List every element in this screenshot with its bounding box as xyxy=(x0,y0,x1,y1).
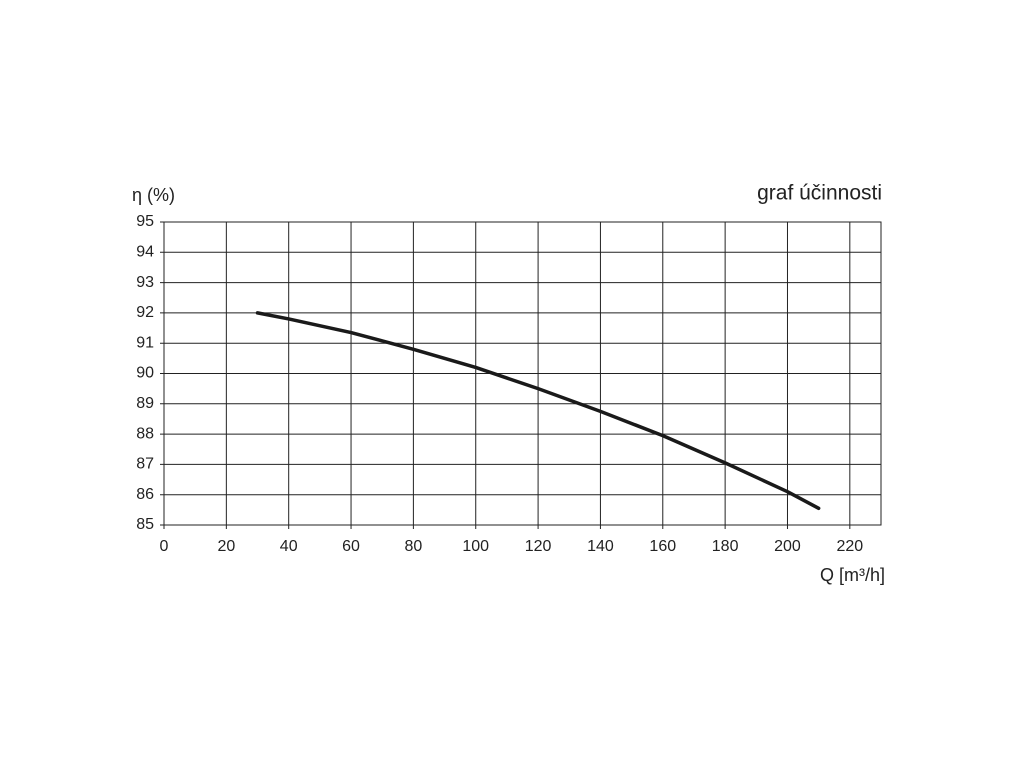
x-tick-label: 0 xyxy=(160,538,169,555)
y-tick-label: 90 xyxy=(136,365,154,382)
y-tick-label: 85 xyxy=(136,516,154,533)
data-line xyxy=(255,311,821,511)
y-axis-label: η (%) xyxy=(132,185,175,205)
y-tick-label: 93 xyxy=(136,274,154,291)
x-tick-label: 180 xyxy=(712,538,739,555)
y-tick-label: 92 xyxy=(136,304,154,321)
x-tick-label: 160 xyxy=(649,538,676,555)
chart-title: graf účinnosti xyxy=(757,182,882,205)
x-tick-label: 120 xyxy=(525,538,552,555)
x-tick-label: 140 xyxy=(587,538,614,555)
x-tick-label: 20 xyxy=(217,538,235,555)
y-tick-label: 94 xyxy=(136,244,154,261)
y-tick-label: 87 xyxy=(136,456,154,473)
x-tick-label: 220 xyxy=(836,538,863,555)
x-tick-label: 200 xyxy=(774,538,801,555)
y-tick-label: 95 xyxy=(136,213,154,230)
y-tick-label: 89 xyxy=(136,395,154,412)
x-tick-label: 100 xyxy=(462,538,489,555)
x-tick-label: 40 xyxy=(280,538,298,555)
x-axis-label: Q [m³/h] xyxy=(820,565,885,585)
y-tick-label: 88 xyxy=(136,425,154,442)
y-tick-label: 91 xyxy=(136,334,154,351)
x-tick-label: 80 xyxy=(404,538,422,555)
y-tick-label: 86 xyxy=(136,486,154,503)
x-tick-label: 60 xyxy=(342,538,360,555)
